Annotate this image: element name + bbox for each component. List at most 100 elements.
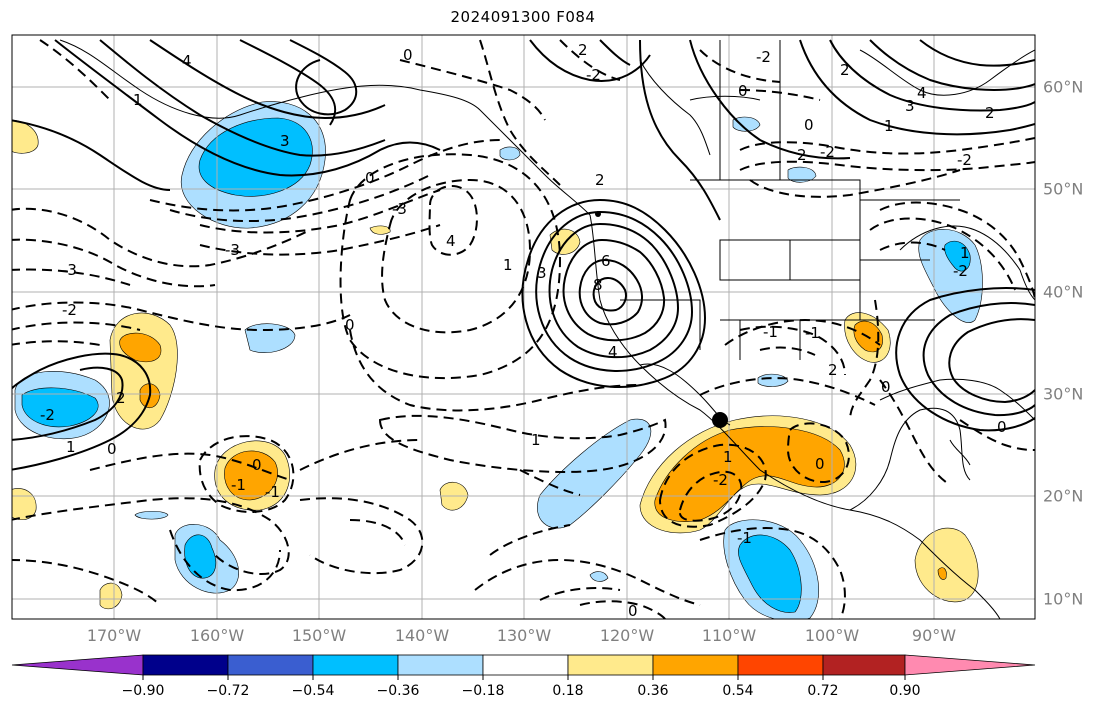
location-marker [712,412,728,428]
contour-label: 0 [738,82,748,100]
colorbar-segment [567,654,654,676]
lon-label: 160°W [189,626,245,645]
lat-label: 10°N [1043,589,1084,609]
colorbar-tick-label: −0.54 [291,683,335,699]
contour-label: 4 [917,84,927,102]
yellow-anomaly-central-america [914,527,979,603]
lon-label: 150°W [291,626,347,645]
contour-label: 6 [601,252,611,270]
contour-label: 2 [578,41,588,59]
contour-label: 2 [828,361,838,379]
contour-label: 0 [107,440,117,458]
lon-label: 90°W [911,626,957,645]
colorbar-segment [227,654,314,676]
contour-label: 0 [252,456,262,474]
contour-label: 2 [840,61,850,79]
contour-label: -2 [953,262,968,280]
colorbar-segment [652,654,739,676]
contour-label: 1 [503,256,513,274]
contour-label: 4 [608,343,618,361]
contour-label: 0 [628,602,638,620]
contour-label: -2 [820,143,835,161]
colorbar-tick-label: 0.54 [722,683,754,699]
colorbar-tick-label: −0.18 [461,683,505,699]
blue-core-gulf-alaska [198,117,313,197]
contour-label: -3 [62,261,77,279]
contour-label: 4 [446,232,456,250]
colorbar-segment-under [11,654,144,676]
contour-label: -2 [957,151,972,169]
contour-label: 1 [531,431,541,449]
colorbar [11,654,1036,676]
contour-label: -2 [756,48,771,66]
contour-label: 3 [537,264,547,282]
dashed-contours [12,39,1035,619]
lon-label: 140°W [394,626,450,645]
contour-label: 1 [133,91,143,109]
lon-label: 110°W [701,626,757,645]
solid-contours [12,39,1035,471]
contour-label: 3 [280,132,290,150]
lon-label: 120°W [599,626,655,645]
gridlines [12,35,1035,619]
lat-label: 40°N [1043,282,1084,302]
contour-label: 0 [997,418,1007,436]
lon-label: 100°W [804,626,860,645]
colorbar-segment [737,654,824,676]
contour-label: 0 [403,46,413,64]
contour-label: -2 [40,406,55,424]
contour-label: -2 [586,66,601,84]
contour-label: -1 [763,323,778,341]
lat-label: 60°N [1043,77,1084,97]
colorbar-segment [312,654,399,676]
contour-label: 0 [815,455,825,473]
lat-label: 30°N [1043,384,1084,404]
contour-label: 2 [116,389,126,407]
lat-label: 20°N [1043,486,1084,506]
contour-label: 2 [985,104,995,122]
contour-label: 1 [723,448,733,466]
contour-label: 8 [593,276,603,294]
lon-label: 130°W [496,626,552,645]
contour-label: 0 [365,169,375,187]
plot-frame [11,34,1036,620]
lon-label: 170°W [86,626,142,645]
colorbar-segment [822,654,906,676]
colorbar-segment [397,654,484,676]
colorbar-segment [142,654,229,676]
colorbar-tick-label: 0.72 [807,683,839,699]
colorbar-tick-label: 0.18 [552,683,584,699]
contour-label: 2 [797,146,807,164]
contour-label: -2 [62,301,77,319]
colorbar-tick-label: 0.36 [637,683,669,699]
contour-label: 3 [905,97,915,115]
contour-label: -3 [225,241,240,259]
colorbar-tick-label: −0.36 [376,683,420,699]
contour-label: -1 [737,529,752,547]
colorbar-tick-label: −0.90 [121,683,165,699]
colorbar-ticks [142,675,906,680]
contour-label: 1 [960,244,970,262]
orange-core-west [119,332,162,363]
contour-label: 4 [182,52,192,70]
contour-labels: 4 1 3 0 -3 -3 4 -3 -2 0 -2 2 1 0 0 -1 1 … [40,41,1007,620]
lat-label: 50°N [1043,179,1084,199]
colorbar-tick-label: 0.90 [889,683,921,699]
contour-label: -1 [805,324,820,342]
blue-core-west [21,387,99,428]
contour-label: 1 [66,438,76,456]
contour-label: -3 [392,200,407,218]
contour-label: 0 [881,378,891,396]
contour-label: 2 [595,171,605,189]
contour-label: 1 [884,117,894,135]
colorbar-tick-label: −0.72 [206,683,250,699]
colorbar-segment-over [904,654,1036,676]
contour-label: -2 [713,471,728,489]
contour-label: 0 [345,316,355,334]
map-title: 2024091300 F084 [450,8,596,26]
colorbar-segment [482,654,569,676]
small-marker [595,211,601,217]
contour-label: -1 [231,476,246,494]
contour-label: 0 [804,116,814,134]
